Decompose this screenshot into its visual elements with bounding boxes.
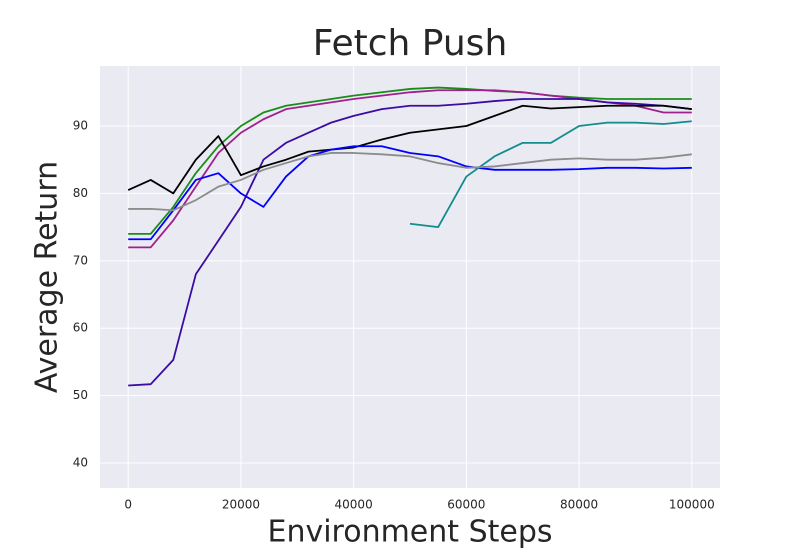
x-axis-label: Environment Steps bbox=[267, 515, 552, 550]
y-tick-label: 60 bbox=[73, 321, 88, 335]
series-line bbox=[128, 145, 692, 241]
y-tick-label: 70 bbox=[73, 253, 88, 267]
plot-area bbox=[100, 66, 720, 488]
y-axis-label: Average Return bbox=[30, 161, 65, 393]
x-tick-label: 0 bbox=[124, 498, 132, 512]
y-tick-label: 50 bbox=[73, 388, 88, 402]
series-line bbox=[409, 120, 692, 229]
y-tick-label: 80 bbox=[73, 186, 88, 200]
x-tick-label: 80000 bbox=[560, 498, 598, 512]
x-tick-label: 20000 bbox=[222, 498, 260, 512]
series-line bbox=[127, 104, 692, 195]
chart-title: Fetch Push bbox=[313, 23, 508, 64]
series-line bbox=[128, 86, 692, 235]
series-line bbox=[128, 152, 692, 212]
x-tick-label: 60000 bbox=[447, 498, 485, 512]
x-tick-label: 100000 bbox=[669, 498, 715, 512]
x-tick-label: 40000 bbox=[335, 498, 373, 512]
y-tick-label: 40 bbox=[73, 456, 88, 470]
y-tick-label: 90 bbox=[73, 118, 88, 132]
series-line bbox=[128, 98, 692, 387]
